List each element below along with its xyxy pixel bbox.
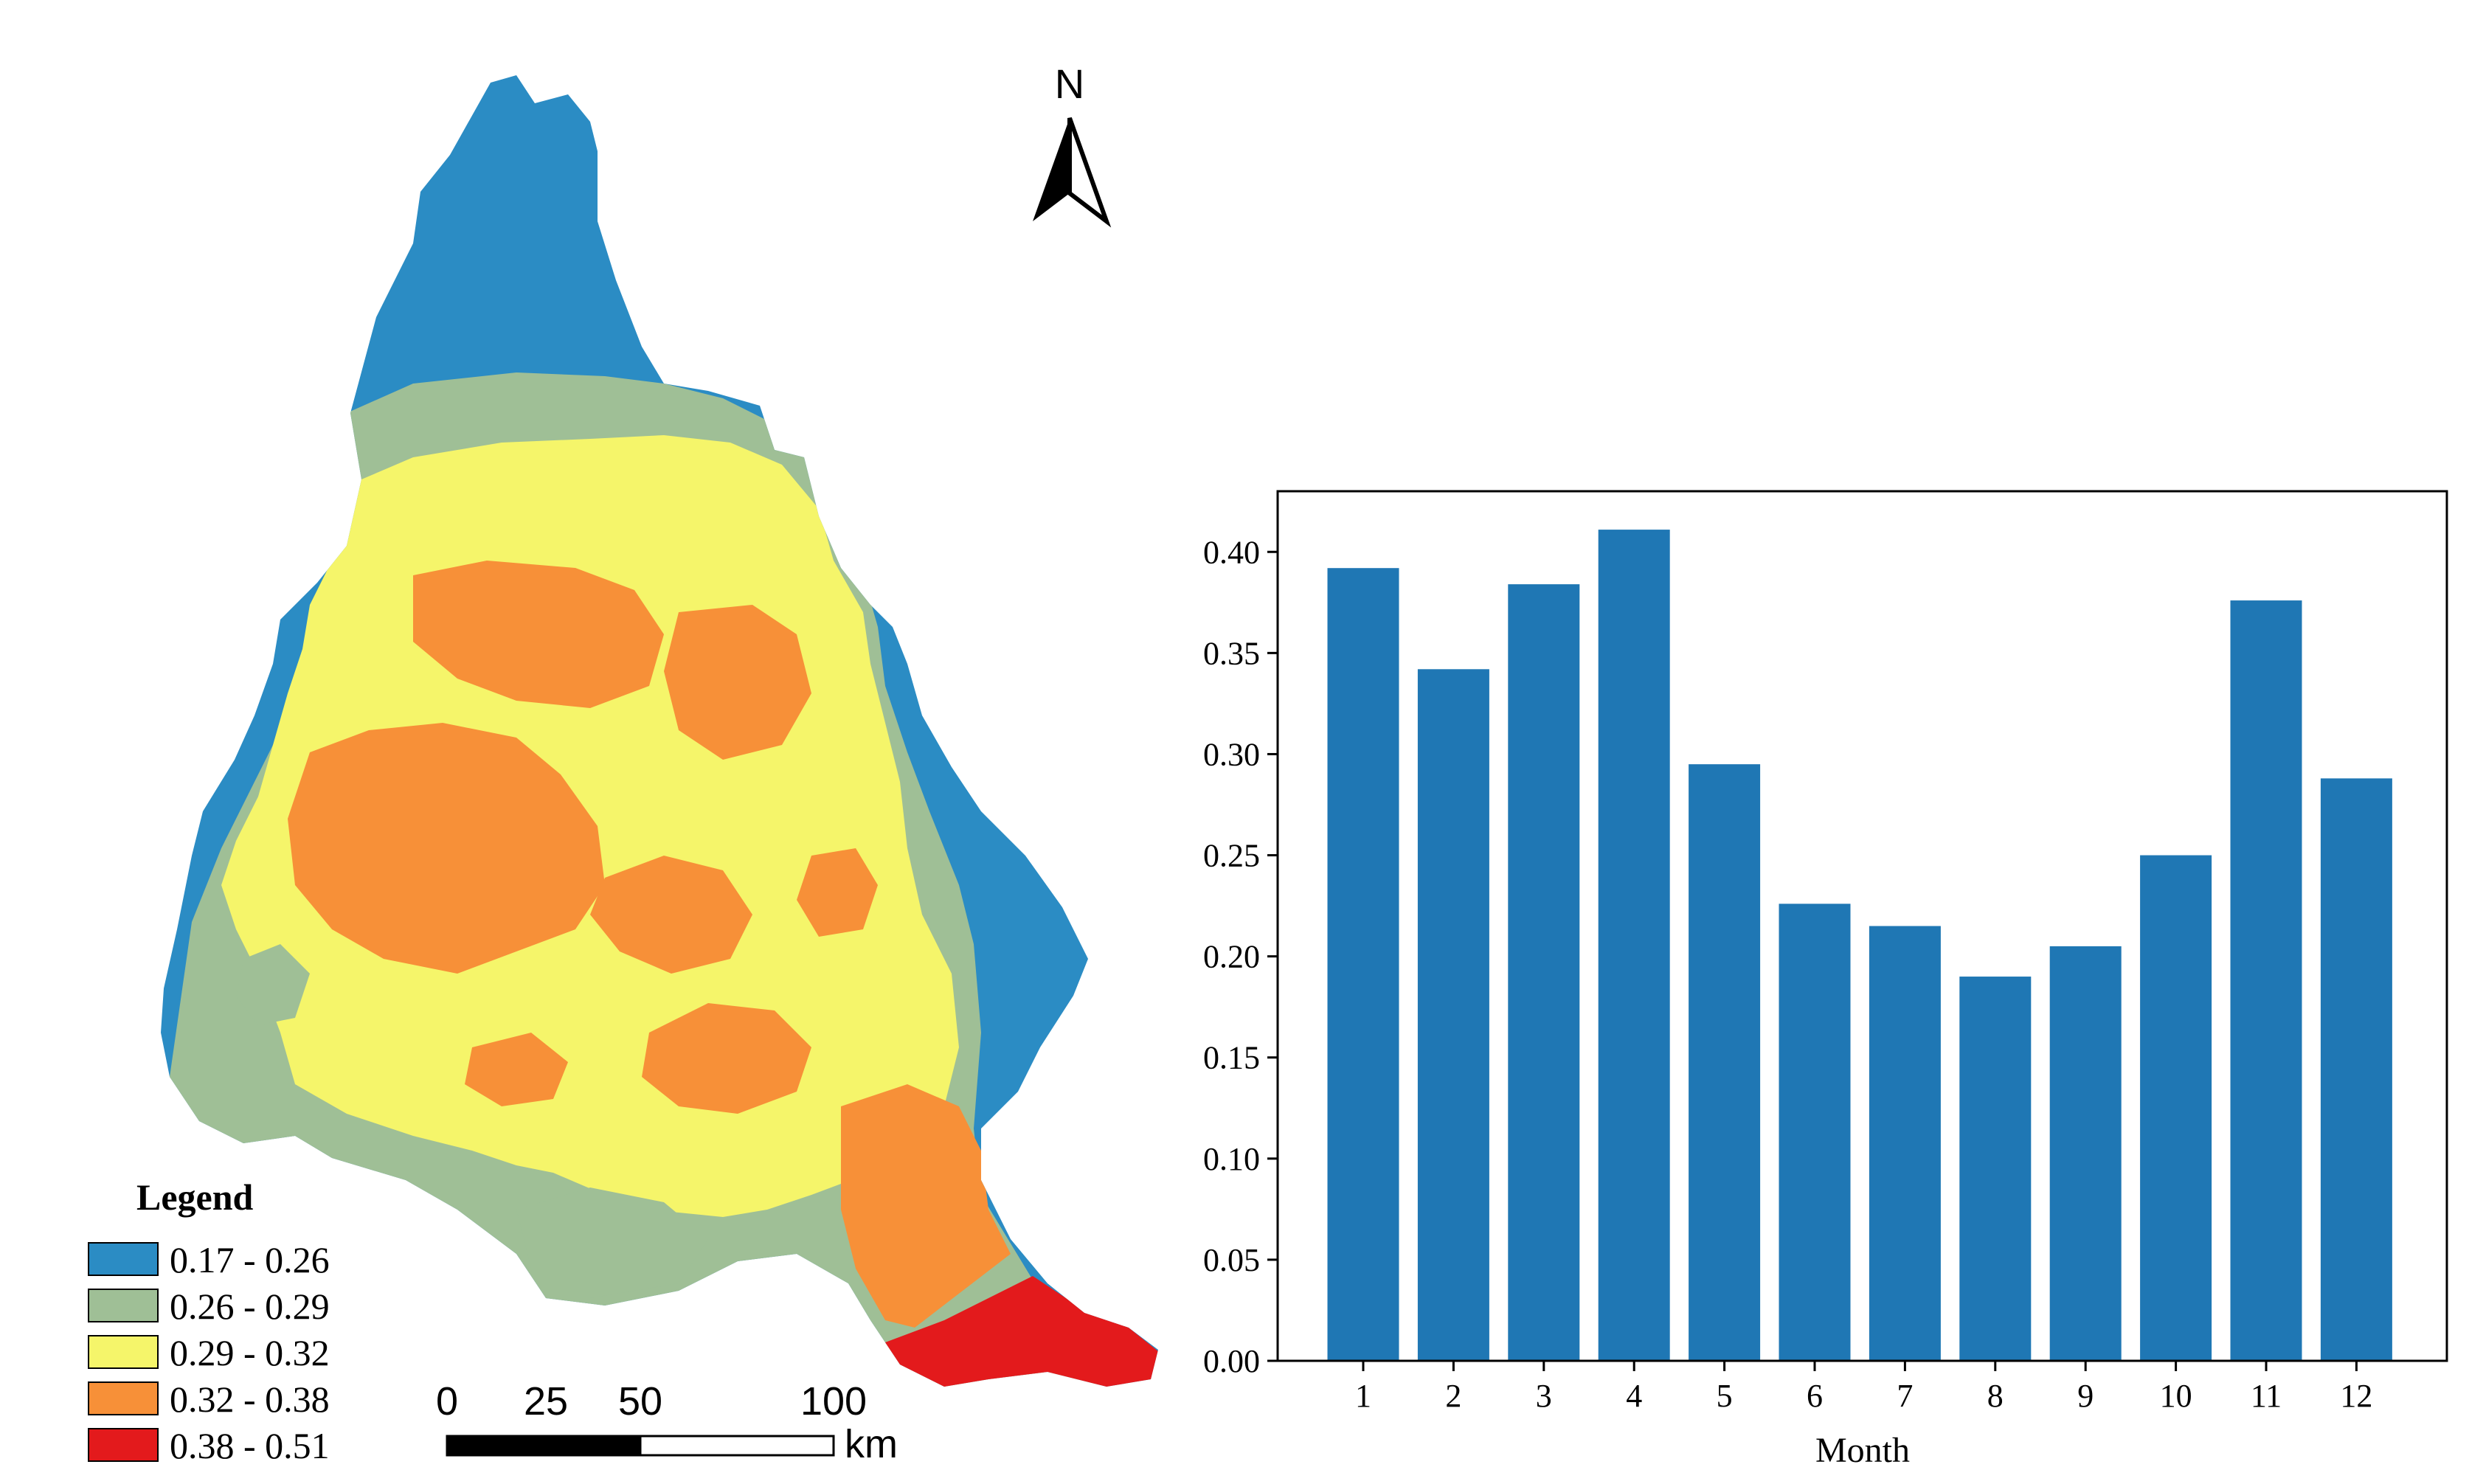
north-arrow-icon	[1033, 118, 1070, 221]
bar-month-3	[1508, 584, 1580, 1361]
x-tick-label: 2	[1445, 1378, 1461, 1414]
legend-swatch-1	[88, 1242, 159, 1276]
scale-bar-white	[639, 1435, 835, 1457]
bar-month-10	[2140, 855, 2212, 1361]
x-tick-label: 11	[2251, 1378, 2282, 1414]
scale-unit: km	[845, 1422, 898, 1466]
x-axis-label: Month	[1815, 1431, 1910, 1470]
legend-swatch-2	[88, 1289, 159, 1322]
bar-month-6	[1779, 904, 1851, 1361]
y-tick-label: 0.15	[1203, 1040, 1260, 1076]
scale-tick-0: 0	[436, 1379, 458, 1424]
y-tick-label: 0.25	[1203, 838, 1260, 874]
y-tick-label: 0.00	[1203, 1343, 1260, 1379]
plot-frame	[1276, 490, 2448, 1362]
legend-label-3: 0.29 - 0.32	[170, 1332, 330, 1373]
legend-swatch-3	[88, 1335, 159, 1369]
x-tick-label: 12	[2340, 1378, 2372, 1414]
x-tick-label: 6	[1807, 1378, 1823, 1414]
scale-bar: 0 25 50 100 km	[436, 1379, 898, 1466]
bar-month-9	[2049, 946, 2122, 1361]
basin-raster	[161, 75, 1158, 1387]
scale-tick-25: 25	[524, 1379, 568, 1424]
north-arrow: N	[1033, 60, 1112, 228]
legend-swatch-4	[88, 1381, 159, 1415]
x-tick-label: 5	[1717, 1378, 1733, 1414]
bar-month-11	[2230, 600, 2302, 1361]
bar-month-5	[1689, 764, 1761, 1361]
x-tick-label: 1	[1355, 1378, 1371, 1414]
bar-month-8	[1959, 977, 2032, 1361]
map-legend: Legend 0.17 - 0.26 0.26 - 0.29 0.29 - 0.32…	[88, 1176, 330, 1466]
scale-bar-black	[446, 1435, 642, 1457]
x-tick-label: 9	[2077, 1378, 2094, 1414]
north-label: N	[1055, 60, 1084, 107]
legend-title: Legend	[136, 1176, 254, 1218]
y-tick-label: 0.35	[1203, 635, 1260, 671]
legend-label-1: 0.17 - 0.26	[170, 1239, 330, 1280]
bar-month-1	[1327, 568, 1399, 1361]
map-panel: N Legend 0.17 - 0.26 0.26 - 0.29 0.29 - 0.…	[88, 60, 1158, 1466]
y-tick-label: 0.40	[1203, 534, 1260, 570]
x-tick-label: 3	[1536, 1378, 1552, 1414]
y-tick-label: 0.30	[1203, 736, 1260, 772]
x-tick-label: 7	[1897, 1378, 1913, 1414]
scale-tick-100: 100	[800, 1379, 867, 1424]
x-tick-label: 8	[1987, 1378, 2004, 1414]
x-tick-label: 10	[2160, 1378, 2192, 1414]
scale-tick-50: 50	[618, 1379, 662, 1424]
y-tick-label: 0.20	[1203, 939, 1260, 975]
legend-label-4: 0.32 - 0.38	[170, 1379, 330, 1420]
bar-month-2	[1417, 669, 1489, 1361]
bar-month-4	[1598, 530, 1670, 1361]
bar-month-12	[2320, 778, 2392, 1361]
x-tick-label: 4	[1626, 1378, 1642, 1414]
y-tick-label: 0.05	[1203, 1242, 1260, 1278]
bar-month-7	[1869, 926, 1941, 1361]
legend-label-2: 0.26 - 0.29	[170, 1286, 330, 1327]
legend-swatch-5	[88, 1428, 159, 1462]
legend-label-5: 0.38 - 0.51	[170, 1425, 330, 1466]
y-tick-label: 0.10	[1203, 1141, 1260, 1177]
